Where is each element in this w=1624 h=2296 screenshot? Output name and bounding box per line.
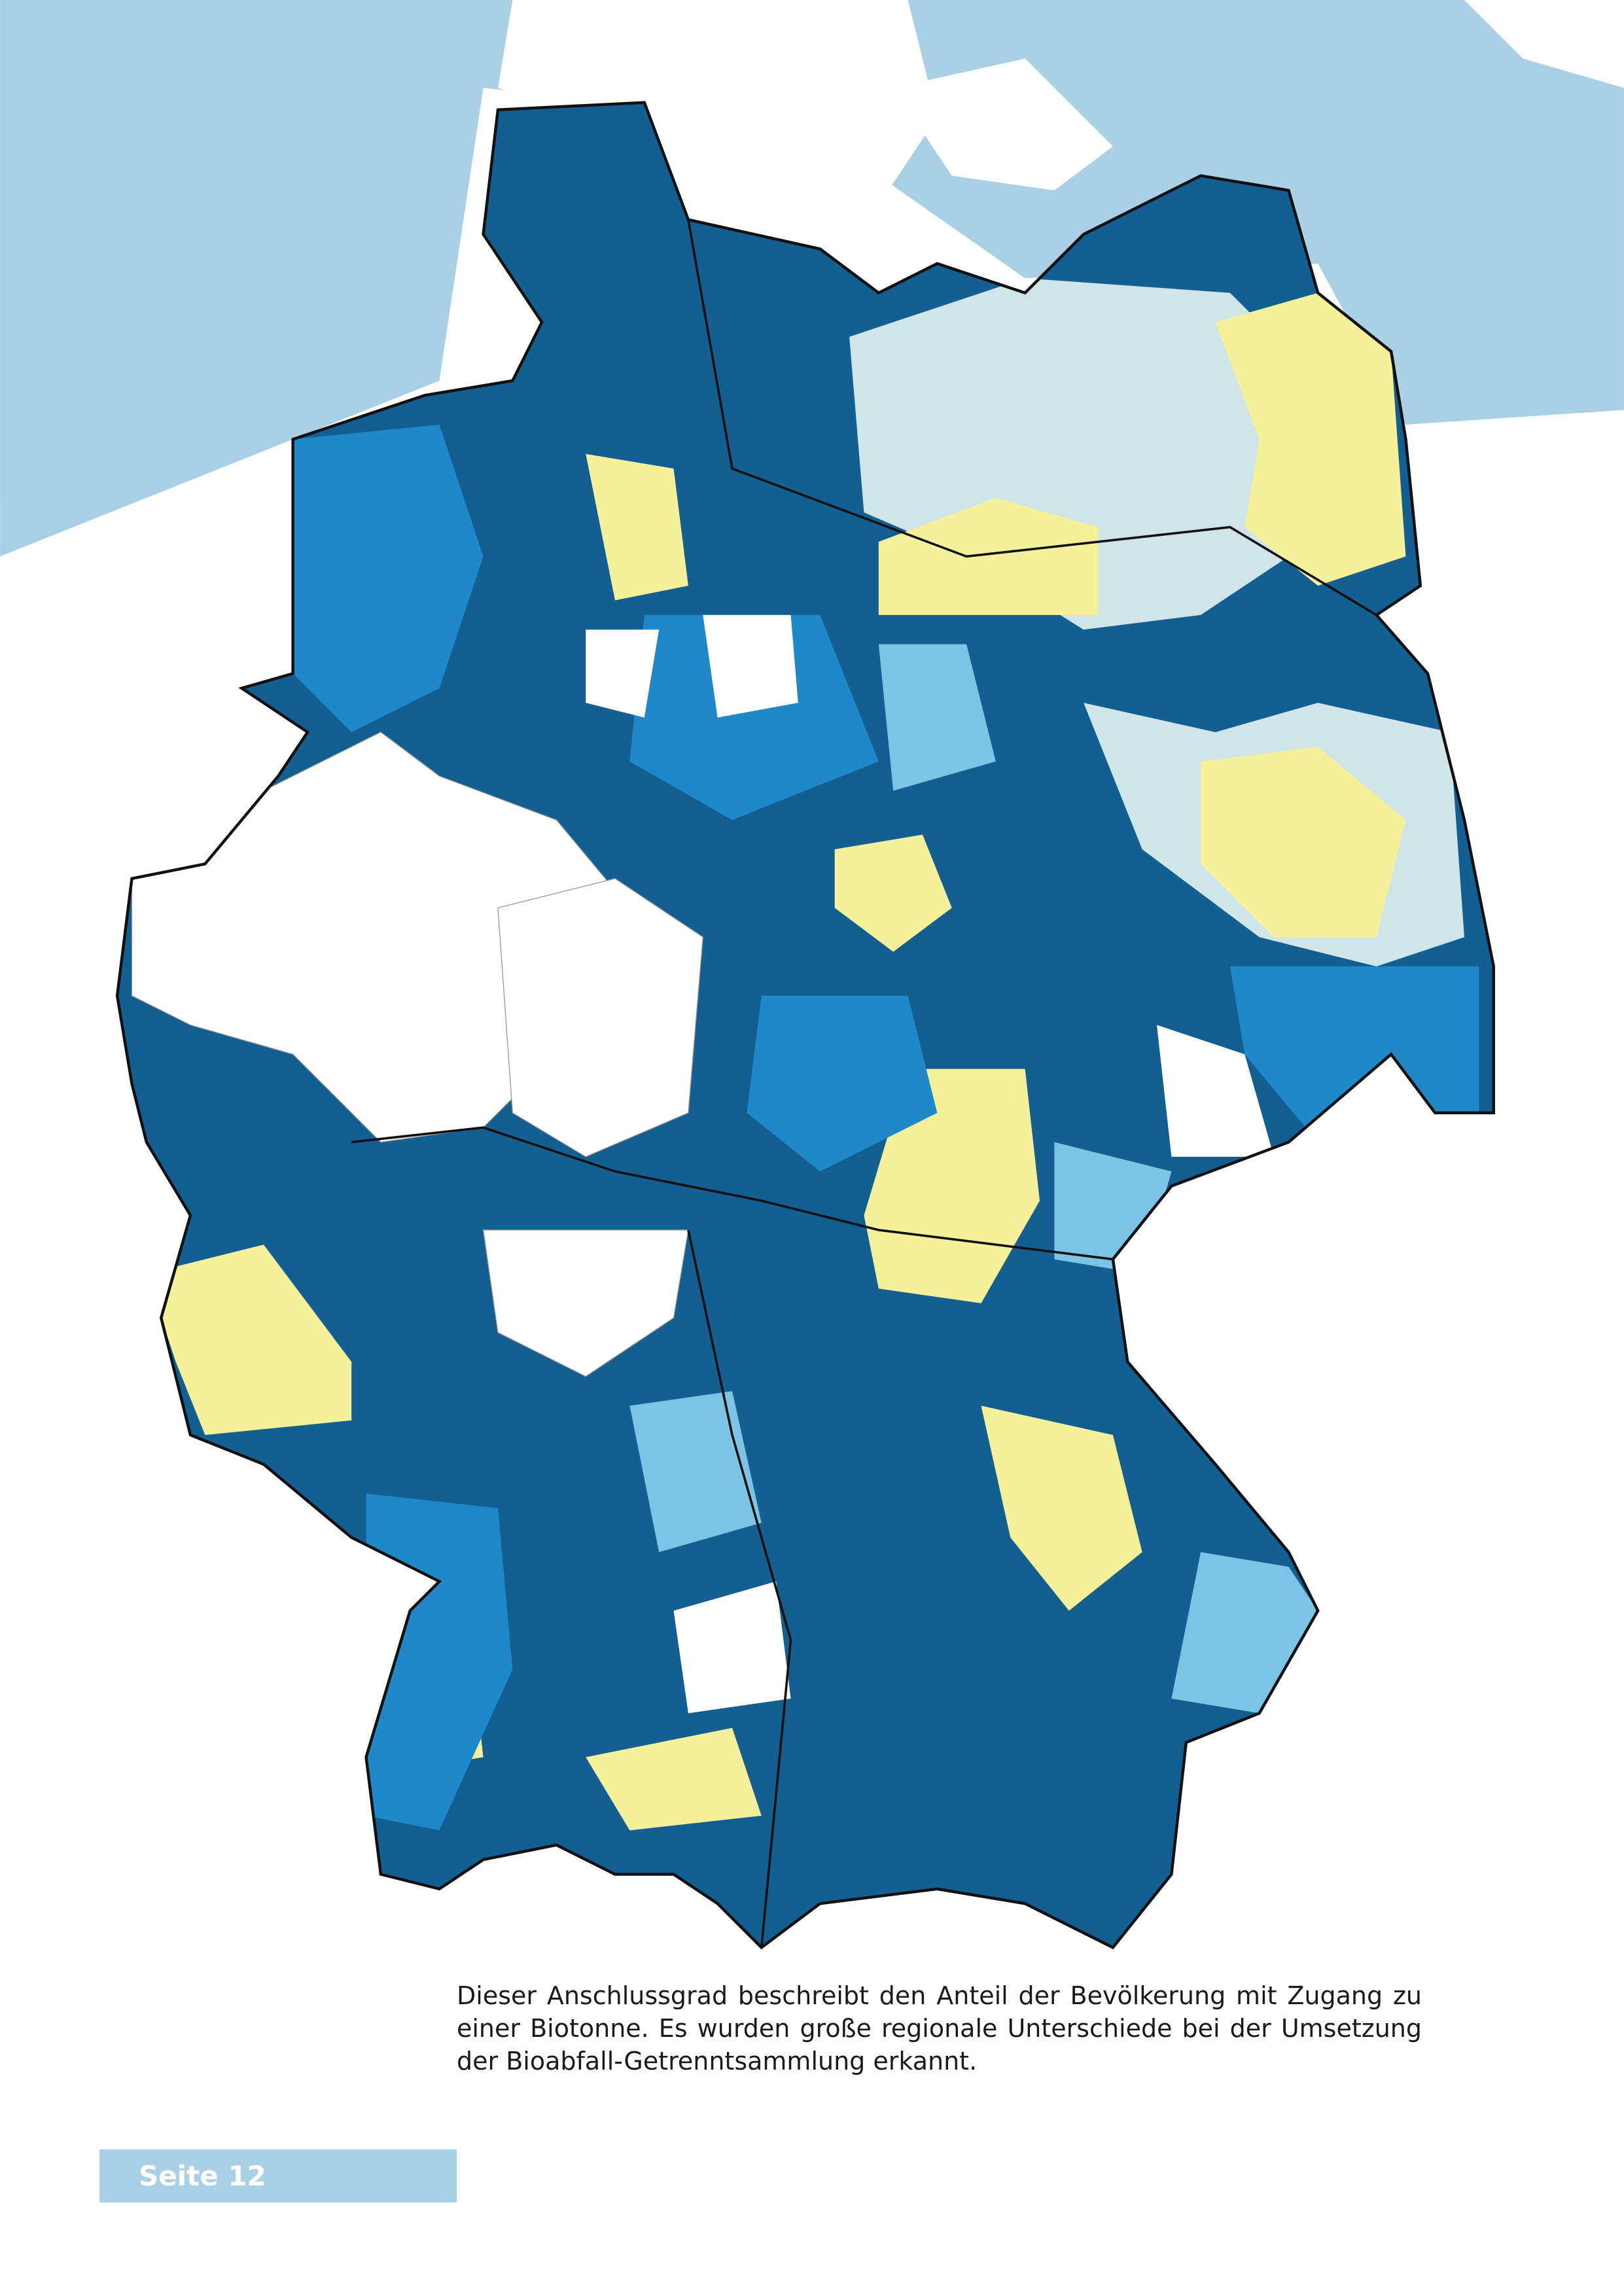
region-white — [586, 629, 660, 718]
region-yellow — [1201, 747, 1406, 938]
region-light — [878, 644, 996, 791]
region-yellow — [981, 1405, 1142, 1611]
region-white — [497, 878, 703, 1157]
state-border — [687, 1229, 792, 1948]
sea — [0, 0, 1624, 557]
page-label-bar: Seite 12 — [99, 2149, 457, 2202]
region-yellow — [146, 1245, 352, 1436]
region-mid — [292, 424, 484, 732]
region-light — [629, 1390, 762, 1553]
region-white — [1157, 1025, 1275, 1157]
neighbour-land — [1464, 0, 1624, 88]
region-white — [703, 614, 798, 718]
region-yellow — [586, 453, 688, 601]
page-label: Seite 12 — [139, 2160, 266, 2192]
region-yellow — [878, 497, 1099, 615]
germany-border — [115, 101, 1495, 1950]
region-yellow — [1215, 292, 1406, 586]
caption: Dieser Anschlussgrad beschreibt den Ante… — [457, 1981, 1422, 2075]
neighbour-land — [497, 0, 938, 220]
state-border — [351, 1126, 1114, 1261]
region-yellow — [834, 834, 952, 952]
region-white — [673, 1581, 791, 1714]
region-mid — [747, 995, 938, 1172]
region-mid — [629, 614, 879, 821]
region-white — [482, 1229, 689, 1377]
state-border — [687, 219, 1377, 616]
region-yellow — [586, 1727, 762, 1831]
